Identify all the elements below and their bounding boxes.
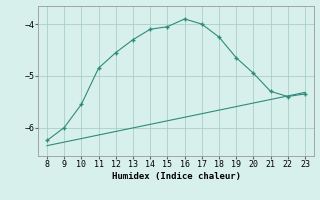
- X-axis label: Humidex (Indice chaleur): Humidex (Indice chaleur): [111, 172, 241, 181]
